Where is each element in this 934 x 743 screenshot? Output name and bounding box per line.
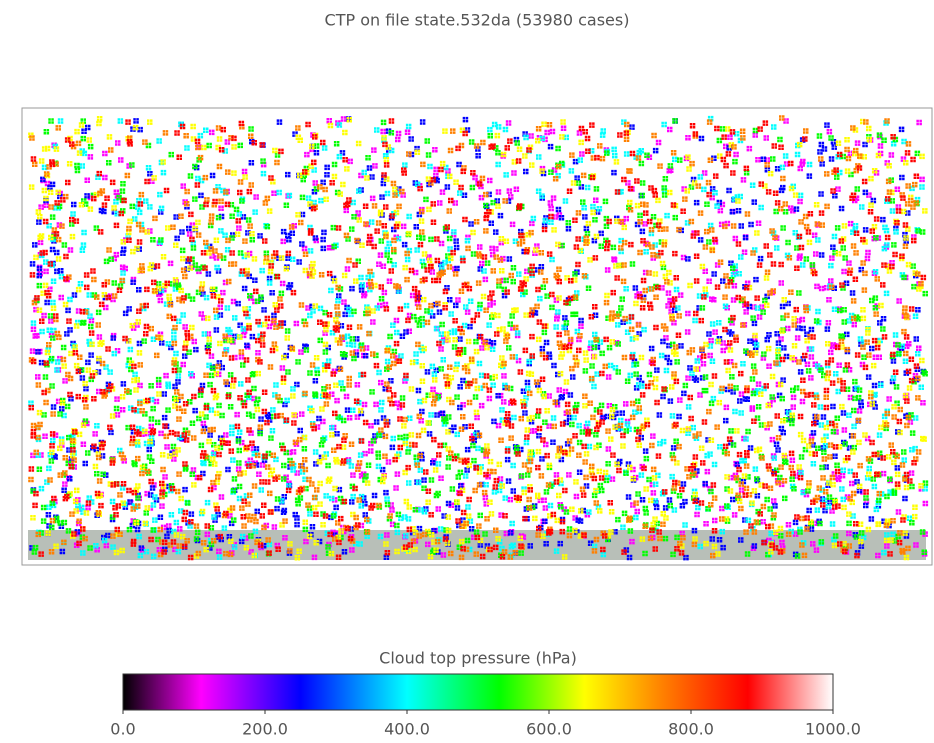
colorbar-ticks: 0.0 200.0 400.0 600.0 800.0 1000.0	[110, 710, 861, 739]
plot-area	[21, 107, 933, 566]
tick-label: 200.0	[242, 720, 288, 739]
tick-label: 600.0	[526, 720, 572, 739]
colorbar-label: Cloud top pressure (hPa)	[379, 649, 577, 668]
point-texture	[28, 118, 927, 561]
tick-label: 0.0	[110, 720, 135, 739]
chart-title: CTP on file state.532da (53980 cases)	[325, 11, 630, 30]
colorbar	[122, 673, 834, 711]
tick-label: 400.0	[384, 720, 430, 739]
point-texture	[29, 116, 927, 561]
tick-label: 800.0	[668, 720, 714, 739]
point-texture	[28, 116, 928, 561]
tick-label: 1000.0	[805, 720, 861, 739]
point-texture	[28, 115, 924, 561]
